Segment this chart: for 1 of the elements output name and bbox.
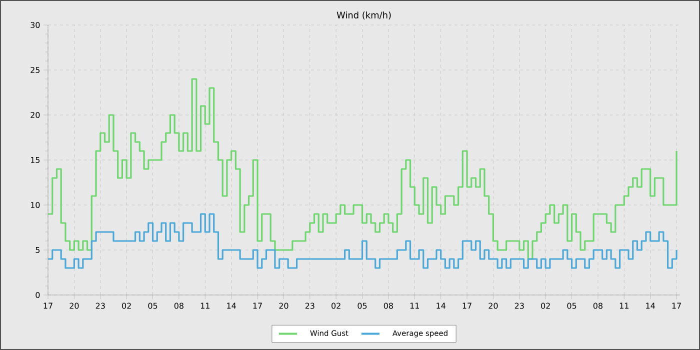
chart-title: Wind (km/h): [336, 12, 391, 20]
